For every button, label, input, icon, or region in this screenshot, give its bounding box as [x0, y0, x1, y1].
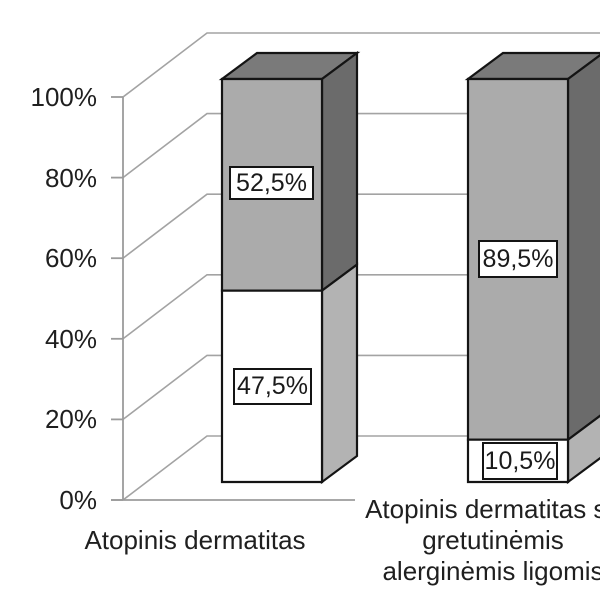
y-tick-label-0: 0%	[59, 485, 97, 515]
y-tick-label-80: 80%	[44, 163, 97, 193]
y-tick-label-60: 60%	[44, 243, 97, 273]
y-tick-label-100: 100%	[30, 82, 98, 112]
category-label-2-line3: alerginėmis ligomis	[382, 556, 600, 586]
y-tick-label-40: 40%	[44, 324, 97, 354]
category-label-2-line1: Atopinis dermatitas su	[365, 494, 600, 524]
category-label-2: Atopinis dermatitas su gretutinėmis aler…	[333, 494, 600, 587]
bar1-top-segment-side	[320, 50, 359, 293]
value-label-bar1-top: 52,5%	[229, 166, 314, 200]
bar1-bottom-segment-side	[320, 262, 359, 485]
bar-atopinis-dermatitas	[218, 50, 361, 485]
category-label-1: Atopinis dermatitas	[84, 525, 306, 555]
gridline-100	[122, 32, 600, 98]
y-tick-label-20: 20%	[44, 404, 97, 434]
value-label-bar2-bottom: 10,5%	[482, 442, 558, 480]
value-label-bar2-top: 89,5%	[478, 240, 558, 278]
bar2-top-segment-side	[566, 53, 600, 442]
y-axis	[111, 96, 355, 501]
category-label-2-line2: gretutinėmis	[422, 525, 564, 555]
gridlines	[122, 32, 600, 501]
value-label-bar1-bottom: 47,5%	[233, 368, 312, 405]
